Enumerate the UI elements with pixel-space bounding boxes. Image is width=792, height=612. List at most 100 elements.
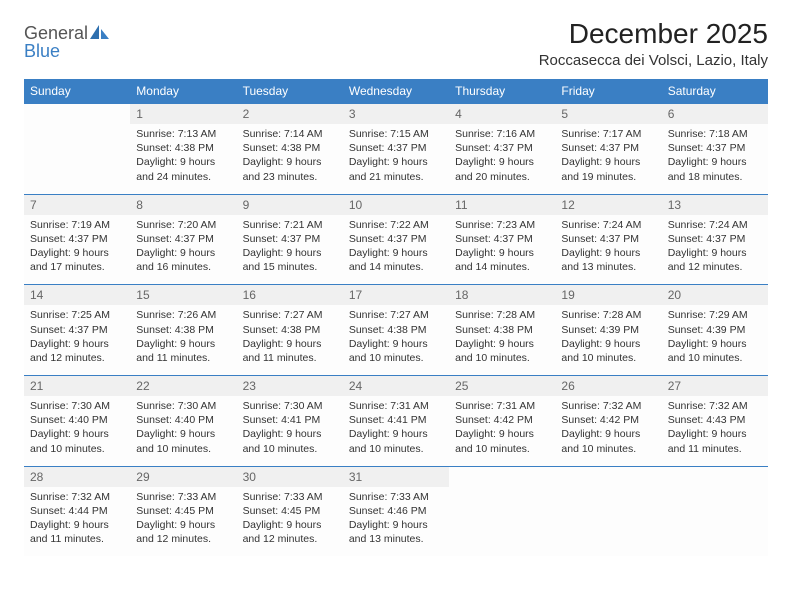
calendar-day-cell: 19Sunrise: 7:28 AMSunset: 4:39 PMDayligh… <box>555 285 661 376</box>
daylight-line: and 10 minutes. <box>561 442 655 456</box>
sunrise-line: Sunrise: 7:31 AM <box>455 399 549 413</box>
sunset-line: Sunset: 4:45 PM <box>136 504 230 518</box>
day-number: 22 <box>130 376 236 396</box>
daylight-line: and 12 minutes. <box>243 532 337 546</box>
daylight-line: Daylight: 9 hours <box>243 518 337 532</box>
calendar-day-cell: 28Sunrise: 7:32 AMSunset: 4:44 PMDayligh… <box>24 466 130 556</box>
day-number: 31 <box>343 467 449 487</box>
sunset-line: Sunset: 4:40 PM <box>30 413 124 427</box>
sunset-line: Sunset: 4:39 PM <box>668 323 762 337</box>
sunset-line: Sunset: 4:43 PM <box>668 413 762 427</box>
weekday-header: Monday <box>130 79 236 104</box>
day-number: 17 <box>343 285 449 305</box>
sunset-line: Sunset: 4:37 PM <box>30 232 124 246</box>
logo-word-2: Blue <box>24 41 60 61</box>
sunset-line: Sunset: 4:37 PM <box>668 232 762 246</box>
calendar-day-cell: 31Sunrise: 7:33 AMSunset: 4:46 PMDayligh… <box>343 466 449 556</box>
daylight-line: and 11 minutes. <box>668 442 762 456</box>
calendar-day-cell <box>555 466 661 556</box>
sunrise-line: Sunrise: 7:21 AM <box>243 218 337 232</box>
sunset-line: Sunset: 4:38 PM <box>455 323 549 337</box>
calendar-day-cell: 9Sunrise: 7:21 AMSunset: 4:37 PMDaylight… <box>237 194 343 285</box>
calendar-day-cell: 12Sunrise: 7:24 AMSunset: 4:37 PMDayligh… <box>555 194 661 285</box>
daylight-line: Daylight: 9 hours <box>349 427 443 441</box>
daylight-line: and 10 minutes. <box>136 442 230 456</box>
sunrise-line: Sunrise: 7:18 AM <box>668 127 762 141</box>
daylight-line: and 18 minutes. <box>668 170 762 184</box>
calendar-day-cell: 18Sunrise: 7:28 AMSunset: 4:38 PMDayligh… <box>449 285 555 376</box>
sunrise-line: Sunrise: 7:28 AM <box>455 308 549 322</box>
daylight-line: and 11 minutes. <box>136 351 230 365</box>
day-number: 25 <box>449 376 555 396</box>
daylight-line: Daylight: 9 hours <box>30 518 124 532</box>
daylight-line: and 11 minutes. <box>30 532 124 546</box>
sunset-line: Sunset: 4:37 PM <box>30 323 124 337</box>
sunrise-line: Sunrise: 7:32 AM <box>668 399 762 413</box>
daylight-line: and 12 minutes. <box>668 260 762 274</box>
day-number: 7 <box>24 195 130 215</box>
calendar-day-cell: 5Sunrise: 7:17 AMSunset: 4:37 PMDaylight… <box>555 104 661 195</box>
daylight-line: and 12 minutes. <box>30 351 124 365</box>
calendar-day-cell: 3Sunrise: 7:15 AMSunset: 4:37 PMDaylight… <box>343 104 449 195</box>
sunset-line: Sunset: 4:37 PM <box>561 232 655 246</box>
calendar-day-cell: 10Sunrise: 7:22 AMSunset: 4:37 PMDayligh… <box>343 194 449 285</box>
daylight-line: and 14 minutes. <box>349 260 443 274</box>
sunset-line: Sunset: 4:37 PM <box>349 141 443 155</box>
calendar-day-cell: 23Sunrise: 7:30 AMSunset: 4:41 PMDayligh… <box>237 376 343 467</box>
daylight-line: Daylight: 9 hours <box>561 246 655 260</box>
daylight-line: Daylight: 9 hours <box>30 427 124 441</box>
calendar-day-cell: 1Sunrise: 7:13 AMSunset: 4:38 PMDaylight… <box>130 104 236 195</box>
sunrise-line: Sunrise: 7:17 AM <box>561 127 655 141</box>
day-number: 20 <box>662 285 768 305</box>
daylight-line: Daylight: 9 hours <box>349 246 443 260</box>
calendar-week-row: 28Sunrise: 7:32 AMSunset: 4:44 PMDayligh… <box>24 466 768 556</box>
calendar-day-cell: 13Sunrise: 7:24 AMSunset: 4:37 PMDayligh… <box>662 194 768 285</box>
day-number: 5 <box>555 104 661 124</box>
weekday-header: Wednesday <box>343 79 449 104</box>
sunrise-line: Sunrise: 7:33 AM <box>243 490 337 504</box>
daylight-line: and 10 minutes. <box>668 351 762 365</box>
sunrise-line: Sunrise: 7:29 AM <box>668 308 762 322</box>
sunrise-line: Sunrise: 7:30 AM <box>136 399 230 413</box>
day-number: 13 <box>662 195 768 215</box>
day-number: 8 <box>130 195 236 215</box>
page-header: General Blue December 2025 Roccasecca de… <box>24 18 768 69</box>
calendar-day-cell: 11Sunrise: 7:23 AMSunset: 4:37 PMDayligh… <box>449 194 555 285</box>
day-number: 18 <box>449 285 555 305</box>
calendar-day-cell: 8Sunrise: 7:20 AMSunset: 4:37 PMDaylight… <box>130 194 236 285</box>
daylight-line: and 24 minutes. <box>136 170 230 184</box>
sunrise-line: Sunrise: 7:28 AM <box>561 308 655 322</box>
day-number: 11 <box>449 195 555 215</box>
daylight-line: and 17 minutes. <box>30 260 124 274</box>
sunrise-line: Sunrise: 7:33 AM <box>349 490 443 504</box>
day-number: 26 <box>555 376 661 396</box>
daylight-line: and 10 minutes. <box>561 351 655 365</box>
daylight-line: Daylight: 9 hours <box>136 246 230 260</box>
calendar-day-cell: 17Sunrise: 7:27 AMSunset: 4:38 PMDayligh… <box>343 285 449 376</box>
sunrise-line: Sunrise: 7:33 AM <box>136 490 230 504</box>
daylight-line: Daylight: 9 hours <box>30 337 124 351</box>
daylight-line: and 10 minutes. <box>455 351 549 365</box>
sunrise-line: Sunrise: 7:25 AM <box>30 308 124 322</box>
daylight-line: Daylight: 9 hours <box>136 518 230 532</box>
daylight-line: Daylight: 9 hours <box>668 427 762 441</box>
daylight-line: and 10 minutes. <box>30 442 124 456</box>
daylight-line: Daylight: 9 hours <box>136 337 230 351</box>
daylight-line: and 16 minutes. <box>136 260 230 274</box>
daylight-line: Daylight: 9 hours <box>668 337 762 351</box>
calendar-day-cell: 24Sunrise: 7:31 AMSunset: 4:41 PMDayligh… <box>343 376 449 467</box>
sunset-line: Sunset: 4:40 PM <box>136 413 230 427</box>
daylight-line: and 20 minutes. <box>455 170 549 184</box>
daylight-line: and 14 minutes. <box>455 260 549 274</box>
sunset-line: Sunset: 4:42 PM <box>561 413 655 427</box>
weekday-header: Saturday <box>662 79 768 104</box>
sunset-line: Sunset: 4:41 PM <box>243 413 337 427</box>
sunset-line: Sunset: 4:37 PM <box>349 232 443 246</box>
sunset-line: Sunset: 4:37 PM <box>455 232 549 246</box>
daylight-line: Daylight: 9 hours <box>455 246 549 260</box>
sunrise-line: Sunrise: 7:27 AM <box>349 308 443 322</box>
calendar-week-row: 7Sunrise: 7:19 AMSunset: 4:37 PMDaylight… <box>24 194 768 285</box>
sunrise-line: Sunrise: 7:30 AM <box>243 399 337 413</box>
daylight-line: and 11 minutes. <box>243 351 337 365</box>
sunrise-line: Sunrise: 7:15 AM <box>349 127 443 141</box>
